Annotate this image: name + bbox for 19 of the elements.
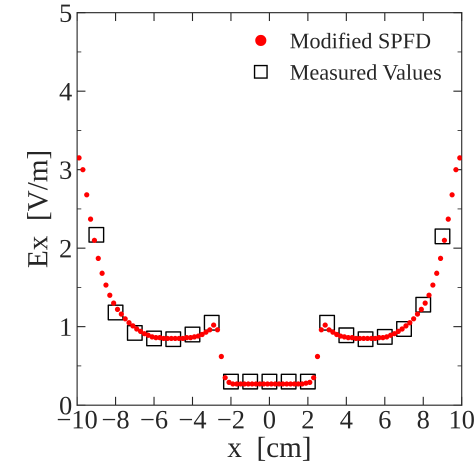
x-tick-label: 2 (302, 410, 314, 428)
y-tick-label: 4 (60, 82, 72, 100)
y-tick-label: 5 (60, 4, 72, 22)
x-tick-label: 10 (450, 410, 474, 429)
x-tick-label: 0 (264, 410, 276, 429)
x-tick-label: −2 (218, 410, 244, 428)
x-tick-label: −4 (180, 410, 206, 428)
legend-label: Modified SPFD (290, 32, 430, 48)
legend-label: Measured Values (290, 64, 441, 80)
x-tick-label: 8 (418, 410, 429, 429)
x-tick-label: 6 (379, 410, 391, 429)
x-axis-title: x [cm] (228, 436, 310, 461)
y-tick-label: 3 (60, 161, 72, 180)
x-tick-label: 4 (340, 410, 353, 428)
x-tick-label: −8 (102, 410, 129, 429)
y-tick-label: 1 (61, 318, 71, 336)
x-tick-label: −6 (141, 410, 168, 429)
y-axis-title: Ex [V/m] (27, 152, 52, 268)
y-tick-label: 2 (60, 240, 71, 258)
